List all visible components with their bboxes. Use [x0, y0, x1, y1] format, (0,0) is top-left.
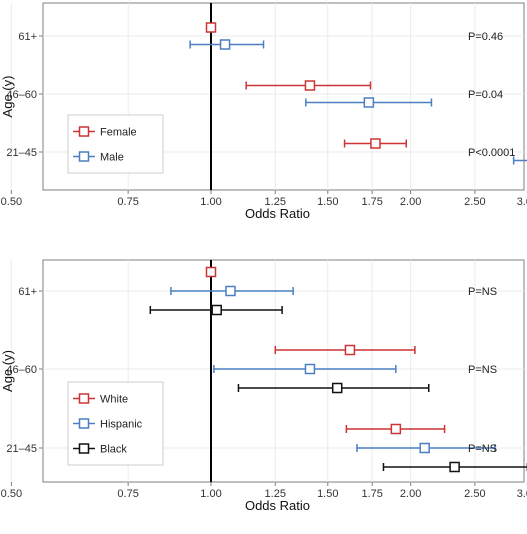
legend-label: Male	[100, 152, 124, 164]
y-tick-label: 21–45	[6, 443, 37, 455]
legend-key-marker	[78, 126, 90, 137]
x-tick-label: 1.75	[361, 488, 382, 500]
y-tick-label: 21–45	[6, 147, 37, 159]
x-tick-label: 2.50	[464, 488, 485, 500]
point-marker	[331, 382, 343, 394]
point-marker	[363, 97, 375, 108]
y-tick-label: 61+	[18, 31, 37, 43]
point-marker	[304, 363, 316, 375]
y-axis-title: Age (y)	[0, 76, 15, 118]
p-value-annotation: P=NS	[468, 364, 497, 376]
legend-label: Black	[100, 444, 127, 456]
legend: White Hispanic Black	[67, 381, 164, 466]
x-tick-label: 0.75	[117, 196, 138, 208]
chart-panel-2: 21–45 46–60 61+ P=NS P=NS P=NS 0.50 0.75 1.00 1.2…	[0, 259, 527, 513]
legend-key-marker	[78, 418, 90, 429]
legend-key-marker	[78, 393, 90, 404]
p-value-annotation: P=0.46	[468, 31, 503, 43]
x-tick-label: 2.00	[400, 488, 421, 500]
point-marker	[344, 344, 356, 356]
x-tick-label: 2.00	[400, 196, 421, 208]
p-value-annotation: P=NS	[468, 286, 497, 298]
legend-label: Female	[100, 127, 137, 139]
x-tick-label: 3.00	[517, 196, 527, 208]
point-marker	[205, 22, 217, 33]
point-marker	[304, 80, 316, 91]
x-tick-label: 1.75	[361, 196, 382, 208]
p-value-annotation: P=0.04	[468, 89, 503, 101]
x-tick-label: 1.00	[200, 196, 221, 208]
y-tick-label: 61+	[18, 286, 37, 298]
legend-key-marker	[78, 151, 90, 162]
point-marker	[225, 285, 236, 297]
point-marker	[219, 39, 231, 50]
x-tick-label: 0.50	[1, 488, 22, 500]
x-tick-label: 3.00	[517, 488, 527, 500]
point-marker	[419, 442, 430, 454]
x-axis-title: Odds Ratio	[245, 498, 310, 513]
point-marker	[370, 138, 381, 149]
y-axis-title: Age (y)	[0, 350, 15, 392]
x-tick-label: 1.25	[265, 488, 286, 500]
point-marker	[449, 461, 460, 473]
legend-key-marker	[78, 443, 90, 454]
legend: Female Male	[67, 114, 164, 174]
legend-box	[67, 114, 164, 174]
x-tick-label: 0.75	[117, 488, 138, 500]
point-marker	[211, 304, 222, 316]
p-value-annotation: P=NS	[468, 443, 497, 455]
legend-label: White	[100, 394, 128, 406]
legend-label: Hispanic	[100, 419, 143, 431]
x-axis-title: Odds Ratio	[245, 206, 310, 221]
x-tick-label: 0.50	[1, 196, 22, 208]
y-tick-label: 46–60	[6, 364, 37, 376]
x-tick-label: 1.50	[317, 488, 338, 500]
point-marker	[390, 423, 402, 435]
x-tick-label: 1.50	[317, 196, 338, 208]
point-marker	[205, 266, 217, 278]
x-tick-label: 1.00	[200, 488, 221, 500]
chart-panel-1: 21–45 46–60 61+ P<0.0001 P=0.04 P=0.46 0.50 0.7…	[0, 2, 527, 221]
y-tick-label: 46–60	[6, 89, 37, 101]
x-tick-label: 1.25	[265, 196, 286, 208]
x-tick-label: 2.50	[464, 196, 485, 208]
p-value-annotation: P<0.0001	[468, 147, 515, 159]
